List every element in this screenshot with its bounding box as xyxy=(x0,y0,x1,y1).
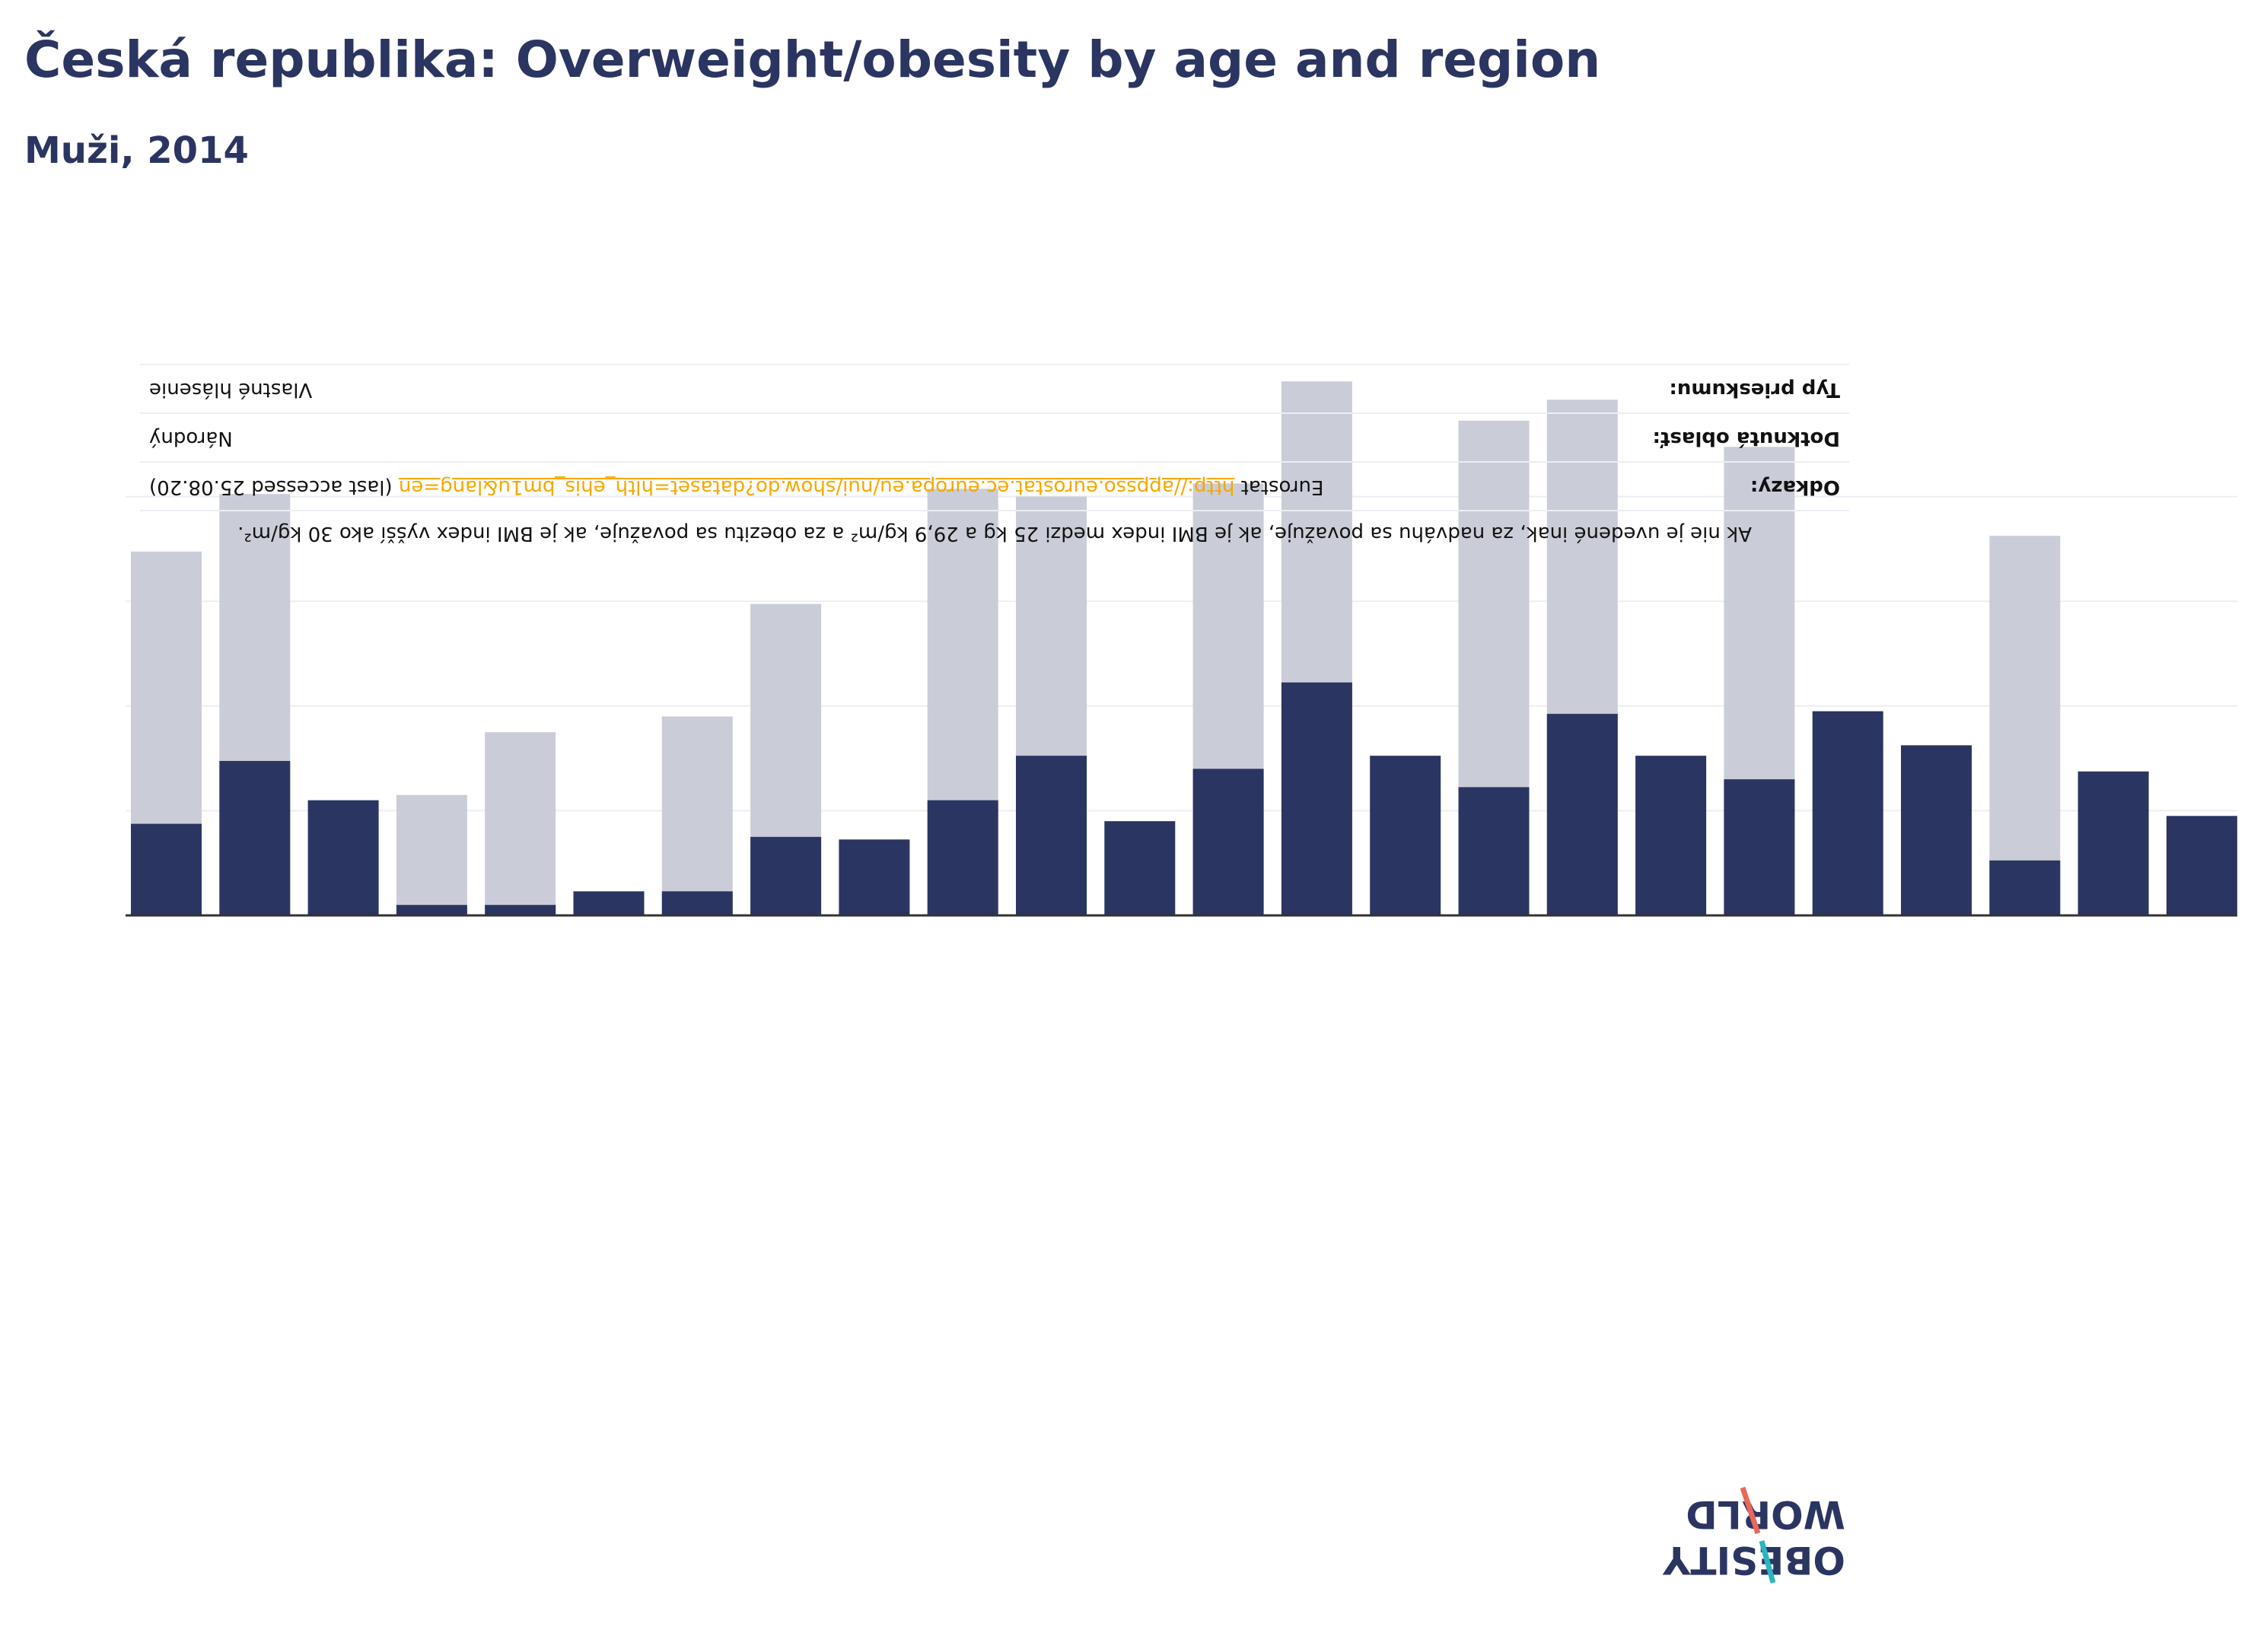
info-value-area: Národný xyxy=(149,427,233,450)
bar-dark-9 xyxy=(839,839,910,915)
bar-dark-19 xyxy=(1724,779,1795,915)
bar-dark-8 xyxy=(750,836,822,915)
bar-dark-14 xyxy=(1281,682,1352,915)
bar-dark-5 xyxy=(485,905,556,915)
obesity-world-logo: OBESITY WORLD xyxy=(1662,1486,1845,1584)
source-accessed: (last accessed 25.08.20) xyxy=(149,476,393,498)
info-row-survey-type: Typ prieskumu: Vlastné hlásenie xyxy=(140,364,1849,414)
source-name: Eurostat xyxy=(1240,476,1324,498)
bar-dark-2 xyxy=(219,761,291,915)
bar-dark-13 xyxy=(1192,769,1264,915)
bar-dark-12 xyxy=(1104,821,1176,915)
bar-dark-15 xyxy=(1370,756,1441,915)
logo-line2: WORLD xyxy=(1686,1492,1845,1536)
bar-light-22 xyxy=(1989,536,2061,915)
page-subtitle: Muži, 2014 xyxy=(24,129,249,172)
info-row-references: Odkazy: Eurostat http://appsso.eurostat.… xyxy=(140,461,1849,511)
grid-lines xyxy=(126,495,2237,812)
info-note: Ak nie je uvedené inak, za nadváhu sa po… xyxy=(140,510,1849,555)
info-row-area: Dotknutá oblasť: Národný xyxy=(140,412,1849,463)
logo-slash-coral xyxy=(1740,1486,1761,1535)
bar-dark-10 xyxy=(927,800,998,915)
bar-dark-21 xyxy=(1901,745,1972,915)
bar-dark-18 xyxy=(1635,756,1707,915)
page-title: Česká republika: Overweight/obesity by a… xyxy=(24,30,1601,89)
info-label-references: Odkazy: xyxy=(1750,476,1840,498)
logo-slash-teal xyxy=(1759,1540,1776,1584)
bar-dark-17 xyxy=(1546,714,1618,915)
bar-dark-1 xyxy=(131,823,202,915)
bar-dark-24 xyxy=(2166,816,2237,915)
info-label-area: Dotknutá oblasť: xyxy=(1652,427,1840,450)
info-value-survey-type: Vlastné hlásenie xyxy=(149,378,313,401)
info-label-survey-type: Typ prieskumu: xyxy=(1669,378,1840,401)
source-link[interactable]: http://appsso.eurostat.ec.europa.eu/nui/… xyxy=(398,476,1235,498)
bar-light-4 xyxy=(396,794,467,915)
bar-dark-4 xyxy=(396,905,467,915)
bars xyxy=(131,381,2237,915)
info-table: Ak nie je uvedené inak, za nadváhu sa po… xyxy=(140,358,1849,555)
bar-dark-3 xyxy=(307,800,379,915)
bar-dark-7 xyxy=(661,891,733,915)
bar-dark-6 xyxy=(573,891,645,915)
logo-line1: OBESITY xyxy=(1662,1538,1845,1582)
info-value-references: Eurostat http://appsso.eurostat.ec.europ… xyxy=(149,476,1323,498)
bar-light-7 xyxy=(661,716,733,915)
bar-light-5 xyxy=(485,732,556,915)
bar-dark-16 xyxy=(1458,787,1530,915)
bar-dark-20 xyxy=(1812,711,1883,915)
bar-dark-22 xyxy=(1989,860,2061,915)
bar-dark-23 xyxy=(2077,771,2149,915)
bar-dark-11 xyxy=(1016,756,1087,915)
